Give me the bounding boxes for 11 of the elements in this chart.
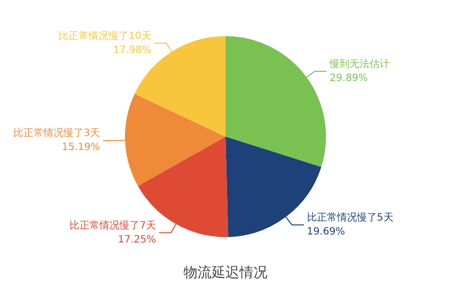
slice-label: 比正常情况慢了5天 <box>306 211 394 224</box>
data-label: 29.89% <box>330 72 368 84</box>
slice-label: 比正常情况慢了3天 <box>14 127 100 140</box>
slice-label: 比正常情况慢了7天 <box>70 219 156 232</box>
text: 物流延迟情况 <box>184 265 268 282</box>
data-label: 17.25% <box>118 234 156 246</box>
slice-label: 慢到无法估计 <box>328 58 390 70</box>
data-label: 17.98% <box>113 44 152 56</box>
data-label: 15.19% <box>62 142 100 154</box>
data-label: 19.69% <box>306 226 346 238</box>
slice-label: 比正常情况慢了10天 <box>58 30 152 42</box>
